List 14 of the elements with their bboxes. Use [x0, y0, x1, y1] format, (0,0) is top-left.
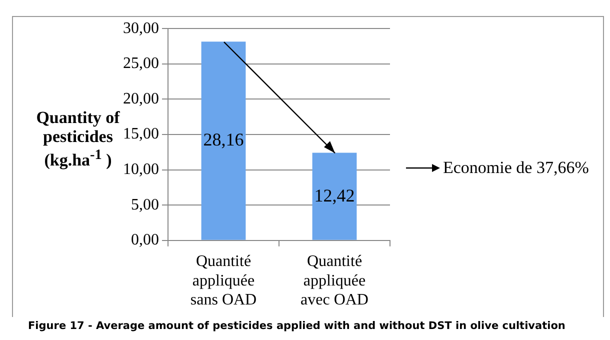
y-tick-label: 0,00	[131, 232, 159, 249]
y-tick-label: 15,00	[123, 126, 159, 143]
y-tick-label: 30,00	[123, 20, 159, 37]
x-tick-label: Quantité appliquée avec OAD	[300, 253, 368, 309]
y-axis-title: Quantity of pesticides (kg.ha$^{-1}$ )	[36, 108, 120, 170]
x-tick-label: Quantité appliquée sans OAD	[190, 253, 257, 309]
y-tick-label: 20,00	[123, 90, 159, 108]
caption: Figure 17 - Average amount of pesticides applied with and without DST in olive cultivation	[28, 320, 566, 332]
data-label: 28,16	[203, 130, 244, 150]
data-label: 12,42	[314, 185, 355, 206]
y-tick-label: 10,00	[123, 161, 159, 178]
y-tick-label: 5,00	[131, 196, 159, 214]
y-tick-label: 25,00	[123, 55, 159, 72]
text: Economie de 37,66%	[443, 158, 589, 178]
